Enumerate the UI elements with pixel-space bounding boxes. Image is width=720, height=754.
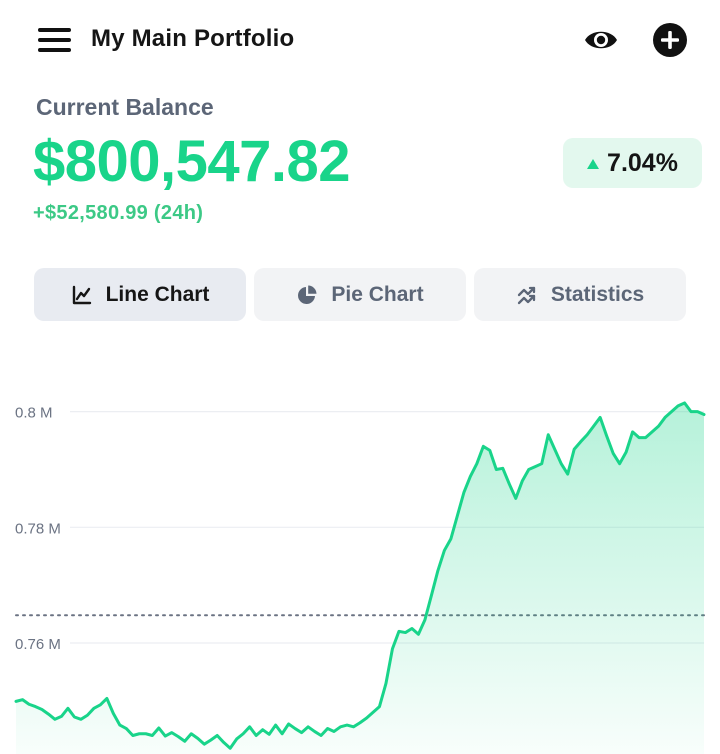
hamburger-menu-icon[interactable] [38,26,72,54]
current-balance-label: Current Balance [36,94,214,120]
eye-icon[interactable] [582,24,620,56]
tab-label: Line Chart [105,282,210,306]
tab-pie-chart[interactable]: Pie Chart [254,268,466,321]
line-chart-icon [72,285,91,304]
percent-change-badge: 7.04% [563,138,702,188]
y-tick-label: 0.8 M [15,405,53,422]
current-balance-value: $800,547.82 [33,129,351,194]
area-fill [16,402,704,754]
tab-line-chart[interactable]: Line Chart [34,268,246,321]
top-bar: My Main Portfolio [0,0,720,80]
tab-label: Statistics [550,282,645,306]
chart-svg: 0.8 M 0.78 M 0.76 M [14,401,706,754]
tab-label: Pie Chart [331,282,424,306]
portfolio-line-chart: 0.8 M 0.78 M 0.76 M [0,370,720,754]
series-line [14,401,706,750]
y-tick-label: 0.76 M [15,636,61,653]
page-title: My Main Portfolio [91,25,295,52]
balance-change-24h: +$52,580.99 (24h) [33,202,204,224]
tab-statistics[interactable]: Statistics [474,268,686,321]
plus-circle-icon[interactable] [652,22,688,58]
trending-icon [517,286,535,304]
triangle-up-icon [587,159,600,169]
percent-change-text: 7.04% [607,148,678,177]
pie-chart-icon [298,285,317,304]
y-tick-label: 0.78 M [15,520,61,537]
